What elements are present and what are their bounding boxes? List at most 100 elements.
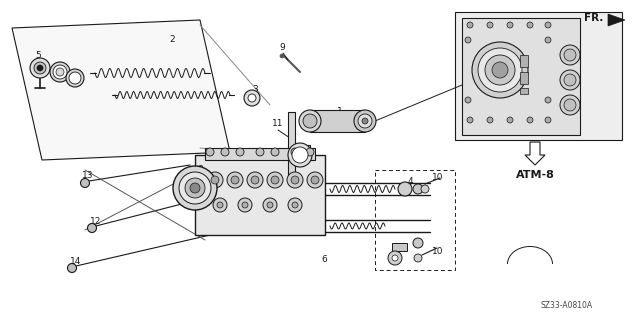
Circle shape xyxy=(392,255,398,261)
Circle shape xyxy=(67,263,77,272)
Circle shape xyxy=(560,45,580,65)
Circle shape xyxy=(247,172,263,188)
Circle shape xyxy=(492,62,508,78)
Circle shape xyxy=(306,148,314,156)
Polygon shape xyxy=(608,14,625,26)
Circle shape xyxy=(288,198,302,212)
Circle shape xyxy=(487,117,493,123)
Circle shape xyxy=(292,202,298,208)
Circle shape xyxy=(292,147,308,163)
Circle shape xyxy=(303,114,317,128)
Circle shape xyxy=(271,176,279,184)
Text: 5: 5 xyxy=(35,50,41,60)
Circle shape xyxy=(217,202,223,208)
Circle shape xyxy=(467,117,473,123)
Circle shape xyxy=(291,148,299,156)
Text: 11: 11 xyxy=(272,120,284,129)
Polygon shape xyxy=(455,12,622,140)
Circle shape xyxy=(207,172,223,188)
Circle shape xyxy=(206,148,214,156)
Text: 1: 1 xyxy=(337,108,343,116)
Circle shape xyxy=(413,184,423,194)
Circle shape xyxy=(56,68,64,76)
Circle shape xyxy=(465,97,471,103)
Circle shape xyxy=(287,172,303,188)
Circle shape xyxy=(354,110,376,132)
Text: FR.: FR. xyxy=(584,13,604,23)
Circle shape xyxy=(564,99,576,111)
Circle shape xyxy=(69,72,81,84)
Circle shape xyxy=(467,22,473,28)
Circle shape xyxy=(242,202,248,208)
Text: ATM-8: ATM-8 xyxy=(516,170,554,180)
Circle shape xyxy=(251,176,259,184)
Text: 10: 10 xyxy=(432,174,444,182)
Circle shape xyxy=(288,143,312,167)
Circle shape xyxy=(472,42,528,98)
Circle shape xyxy=(53,65,67,79)
Circle shape xyxy=(527,22,533,28)
Polygon shape xyxy=(525,142,545,165)
Circle shape xyxy=(421,185,429,193)
Circle shape xyxy=(263,198,277,212)
Circle shape xyxy=(280,54,284,58)
Text: 13: 13 xyxy=(83,172,93,181)
Text: 8: 8 xyxy=(197,166,203,174)
Circle shape xyxy=(267,202,273,208)
Circle shape xyxy=(248,94,256,102)
Text: 9: 9 xyxy=(279,43,285,53)
Bar xyxy=(520,72,528,84)
Circle shape xyxy=(413,238,423,248)
Polygon shape xyxy=(12,20,230,160)
Text: 2: 2 xyxy=(169,35,175,44)
Text: 7: 7 xyxy=(393,248,399,256)
Circle shape xyxy=(231,176,239,184)
Circle shape xyxy=(244,90,260,106)
Text: SZ33-A0810A: SZ33-A0810A xyxy=(541,301,593,310)
Circle shape xyxy=(307,172,323,188)
Circle shape xyxy=(236,148,244,156)
Circle shape xyxy=(30,58,50,78)
Circle shape xyxy=(299,110,321,132)
Text: 6: 6 xyxy=(321,256,327,264)
Circle shape xyxy=(545,37,551,43)
Text: 4: 4 xyxy=(407,177,413,187)
Circle shape xyxy=(227,172,243,188)
Bar xyxy=(392,243,407,251)
Circle shape xyxy=(560,95,580,115)
Circle shape xyxy=(34,62,46,74)
Circle shape xyxy=(358,114,372,128)
Circle shape xyxy=(211,176,219,184)
Circle shape xyxy=(213,198,227,212)
Circle shape xyxy=(545,117,551,123)
Circle shape xyxy=(507,117,513,123)
Circle shape xyxy=(398,182,412,196)
Bar xyxy=(205,148,315,160)
Circle shape xyxy=(485,55,515,85)
Circle shape xyxy=(267,172,283,188)
Circle shape xyxy=(291,176,299,184)
Circle shape xyxy=(179,172,211,204)
Text: 14: 14 xyxy=(70,257,82,266)
Circle shape xyxy=(190,183,200,193)
Polygon shape xyxy=(462,18,580,135)
Circle shape xyxy=(388,251,402,265)
Circle shape xyxy=(81,179,90,188)
Circle shape xyxy=(465,37,471,43)
Circle shape xyxy=(66,69,84,87)
Circle shape xyxy=(271,148,279,156)
Circle shape xyxy=(478,48,522,92)
Circle shape xyxy=(545,97,551,103)
Bar xyxy=(310,110,365,132)
Text: 3: 3 xyxy=(252,85,258,94)
Polygon shape xyxy=(288,112,310,175)
Circle shape xyxy=(564,74,576,86)
Circle shape xyxy=(545,22,551,28)
Circle shape xyxy=(414,254,422,262)
Bar xyxy=(520,88,528,94)
Circle shape xyxy=(238,198,252,212)
Circle shape xyxy=(37,65,43,71)
Circle shape xyxy=(362,118,368,124)
Circle shape xyxy=(185,178,205,198)
Circle shape xyxy=(50,62,70,82)
